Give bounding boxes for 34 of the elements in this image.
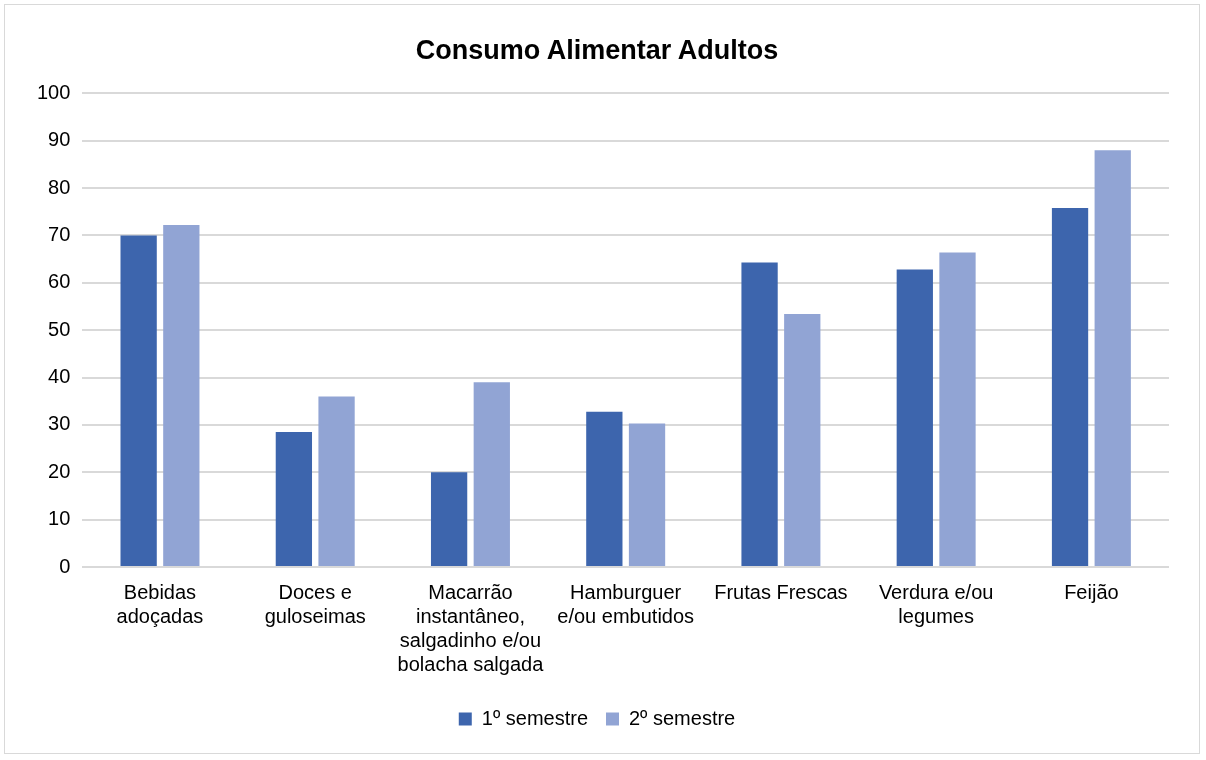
bar: [939, 252, 976, 566]
y-tick-label: 100: [36, 80, 71, 103]
bar: [784, 314, 821, 566]
y-tick-label: 20: [48, 459, 71, 482]
bar: [163, 225, 200, 566]
x-tick-label: Doces e guloseimas: [264, 580, 366, 627]
bar: [318, 396, 355, 566]
bar: [473, 382, 510, 566]
bar: [628, 423, 666, 566]
y-tick-label: 10: [48, 507, 71, 530]
y-tick-label: 50: [48, 317, 71, 340]
y-tick-label: 30: [48, 412, 71, 435]
x-tick-label: Macarrão instantâneo, salgadinho e/ou bolacha salgada: [397, 580, 545, 675]
y-tick-label: 40: [48, 365, 71, 388]
bar: [896, 269, 933, 566]
chart-title: Consumo Alimentar Adultos: [415, 34, 779, 65]
y-tick-label: 60: [48, 270, 71, 293]
x-tick-label: Verdura e/ou legumes: [878, 580, 994, 627]
legend-label: 1º semestre: [481, 706, 588, 729]
bar: [275, 432, 313, 566]
y-tick-label: 70: [48, 223, 71, 245]
x-tick-label: Hamburguer e/ou embutidos: [557, 580, 695, 627]
x-tick-label: Bebidas adoçadas: [116, 580, 204, 627]
x-tick-label: Frutas Frescas: [714, 580, 848, 603]
bar: [430, 472, 468, 566]
x-tick-label: Feijão: [1064, 580, 1119, 603]
bar: [741, 262, 778, 566]
bar: [1051, 208, 1089, 566]
bar: [1094, 150, 1131, 566]
bar: [120, 235, 157, 566]
y-tick-label: 90: [48, 128, 71, 151]
bar: [586, 411, 623, 566]
y-tick-label: 0: [59, 554, 71, 577]
y-tick-label: 80: [48, 175, 71, 198]
